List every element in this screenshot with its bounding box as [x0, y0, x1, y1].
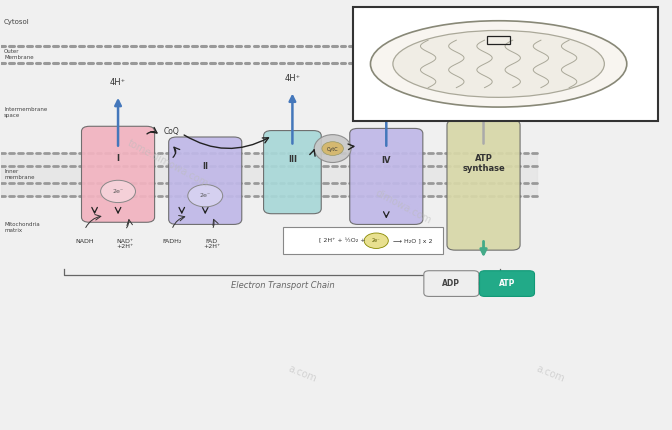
- Text: 2e⁻: 2e⁻: [372, 238, 380, 243]
- Text: ATP: ATP: [499, 279, 515, 288]
- FancyBboxPatch shape: [169, 137, 242, 224]
- Ellipse shape: [314, 135, 351, 163]
- Text: 2e⁻: 2e⁻: [112, 189, 124, 194]
- Text: I: I: [116, 154, 120, 163]
- Circle shape: [364, 233, 388, 249]
- Text: a.com: a.com: [287, 363, 318, 384]
- Circle shape: [187, 184, 222, 207]
- Text: Intermembrane
space: Intermembrane space: [4, 107, 47, 117]
- Text: [ 2H⁺ + ½O₂ +: [ 2H⁺ + ½O₂ +: [319, 238, 366, 243]
- Text: FAD
+2H⁺: FAD +2H⁺: [204, 239, 220, 249]
- Text: Electron Transport Chain: Electron Transport Chain: [230, 281, 334, 290]
- FancyBboxPatch shape: [349, 129, 423, 224]
- Text: tome.dimowa.com: tome.dimowa.com: [126, 138, 210, 189]
- Text: CoQ: CoQ: [164, 127, 179, 136]
- Text: Inner
membrane: Inner membrane: [4, 169, 34, 180]
- Ellipse shape: [370, 21, 627, 107]
- Text: a.com: a.com: [535, 363, 566, 384]
- FancyBboxPatch shape: [447, 120, 520, 250]
- Circle shape: [101, 180, 136, 203]
- Text: 4H⁺: 4H⁺: [110, 78, 126, 87]
- Text: NAD⁺
+2H⁺: NAD⁺ +2H⁺: [116, 239, 133, 249]
- Text: dimowa.com: dimowa.com: [374, 187, 433, 225]
- Text: nH⁺: nH⁺: [475, 83, 492, 92]
- Text: ATP
synthase: ATP synthase: [462, 154, 505, 173]
- Text: Outer
Membrane: Outer Membrane: [4, 49, 34, 60]
- Text: CytC: CytC: [327, 147, 339, 152]
- FancyBboxPatch shape: [81, 126, 155, 222]
- Text: II: II: [202, 162, 208, 171]
- Text: 2H⁺: 2H⁺: [378, 78, 394, 87]
- FancyBboxPatch shape: [480, 271, 534, 296]
- Text: ⟶ H₂O ] x 2: ⟶ H₂O ] x 2: [393, 238, 433, 243]
- Text: IV: IV: [382, 157, 391, 166]
- Text: 2e⁻: 2e⁻: [200, 193, 211, 198]
- Text: 4H⁺: 4H⁺: [284, 74, 300, 83]
- Bar: [353, 7, 658, 121]
- FancyBboxPatch shape: [263, 131, 321, 214]
- Text: NADH: NADH: [75, 239, 94, 243]
- Ellipse shape: [393, 31, 604, 97]
- FancyBboxPatch shape: [283, 227, 443, 254]
- Text: ADP: ADP: [442, 279, 460, 288]
- Text: FADH₂: FADH₂: [162, 239, 181, 243]
- Text: Mitochondria
matrix: Mitochondria matrix: [4, 222, 40, 233]
- Text: Cytosol: Cytosol: [4, 19, 30, 25]
- Text: III: III: [288, 154, 297, 163]
- FancyBboxPatch shape: [424, 271, 479, 296]
- Bar: [487, 36, 510, 44]
- Circle shape: [322, 142, 343, 155]
